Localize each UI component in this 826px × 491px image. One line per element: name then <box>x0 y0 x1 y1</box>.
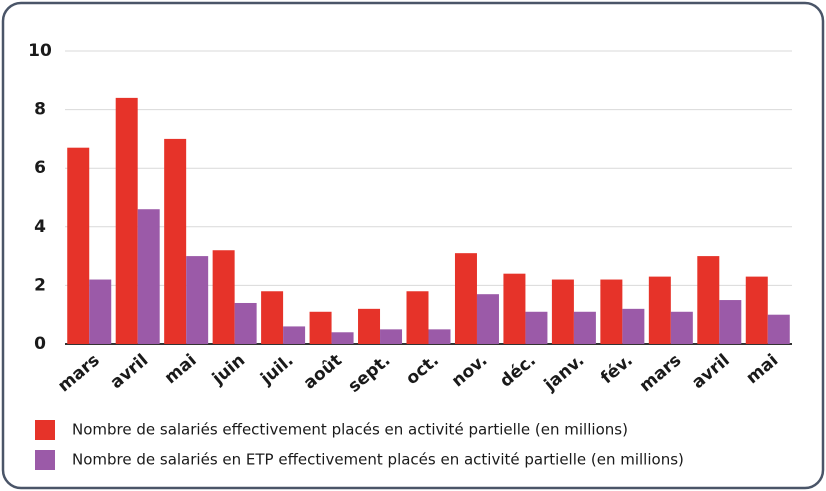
bar <box>89 279 112 344</box>
bar <box>573 311 596 344</box>
bar <box>212 250 235 344</box>
bar <box>380 329 403 344</box>
bar <box>283 326 306 344</box>
bar <box>186 256 209 344</box>
bar <box>525 311 548 344</box>
bar <box>234 302 257 344</box>
y-tick-label: 0 <box>34 334 46 354</box>
bar <box>719 300 742 344</box>
legend-swatch <box>35 420 55 440</box>
bar <box>670 311 693 344</box>
y-tick-label: 4 <box>34 217 46 237</box>
bar <box>428 329 451 344</box>
bar <box>164 138 187 344</box>
bar <box>551 279 574 344</box>
bar <box>358 308 381 344</box>
bar <box>503 273 526 344</box>
y-tick-label: 10 <box>28 41 52 61</box>
bar <box>600 279 623 344</box>
bar <box>745 276 768 344</box>
bar <box>261 291 284 344</box>
bar <box>622 308 645 344</box>
y-tick-label: 8 <box>34 100 46 120</box>
legend-label: Nombre de salariés effectivement placés … <box>72 421 628 439</box>
bar <box>476 294 499 344</box>
bar <box>406 291 429 344</box>
bar <box>767 314 790 344</box>
bar <box>648 276 671 344</box>
bar <box>454 253 477 344</box>
legend-label: Nombre de salariés en ETP effectivement … <box>72 451 684 469</box>
bar <box>137 209 160 344</box>
y-tick-label: 2 <box>34 275 46 295</box>
bar <box>115 97 138 344</box>
bar <box>309 311 332 344</box>
y-tick-label: 6 <box>34 158 46 178</box>
legend-swatch <box>35 450 55 470</box>
bar <box>331 332 354 344</box>
bar <box>67 147 90 344</box>
bar <box>697 256 720 344</box>
